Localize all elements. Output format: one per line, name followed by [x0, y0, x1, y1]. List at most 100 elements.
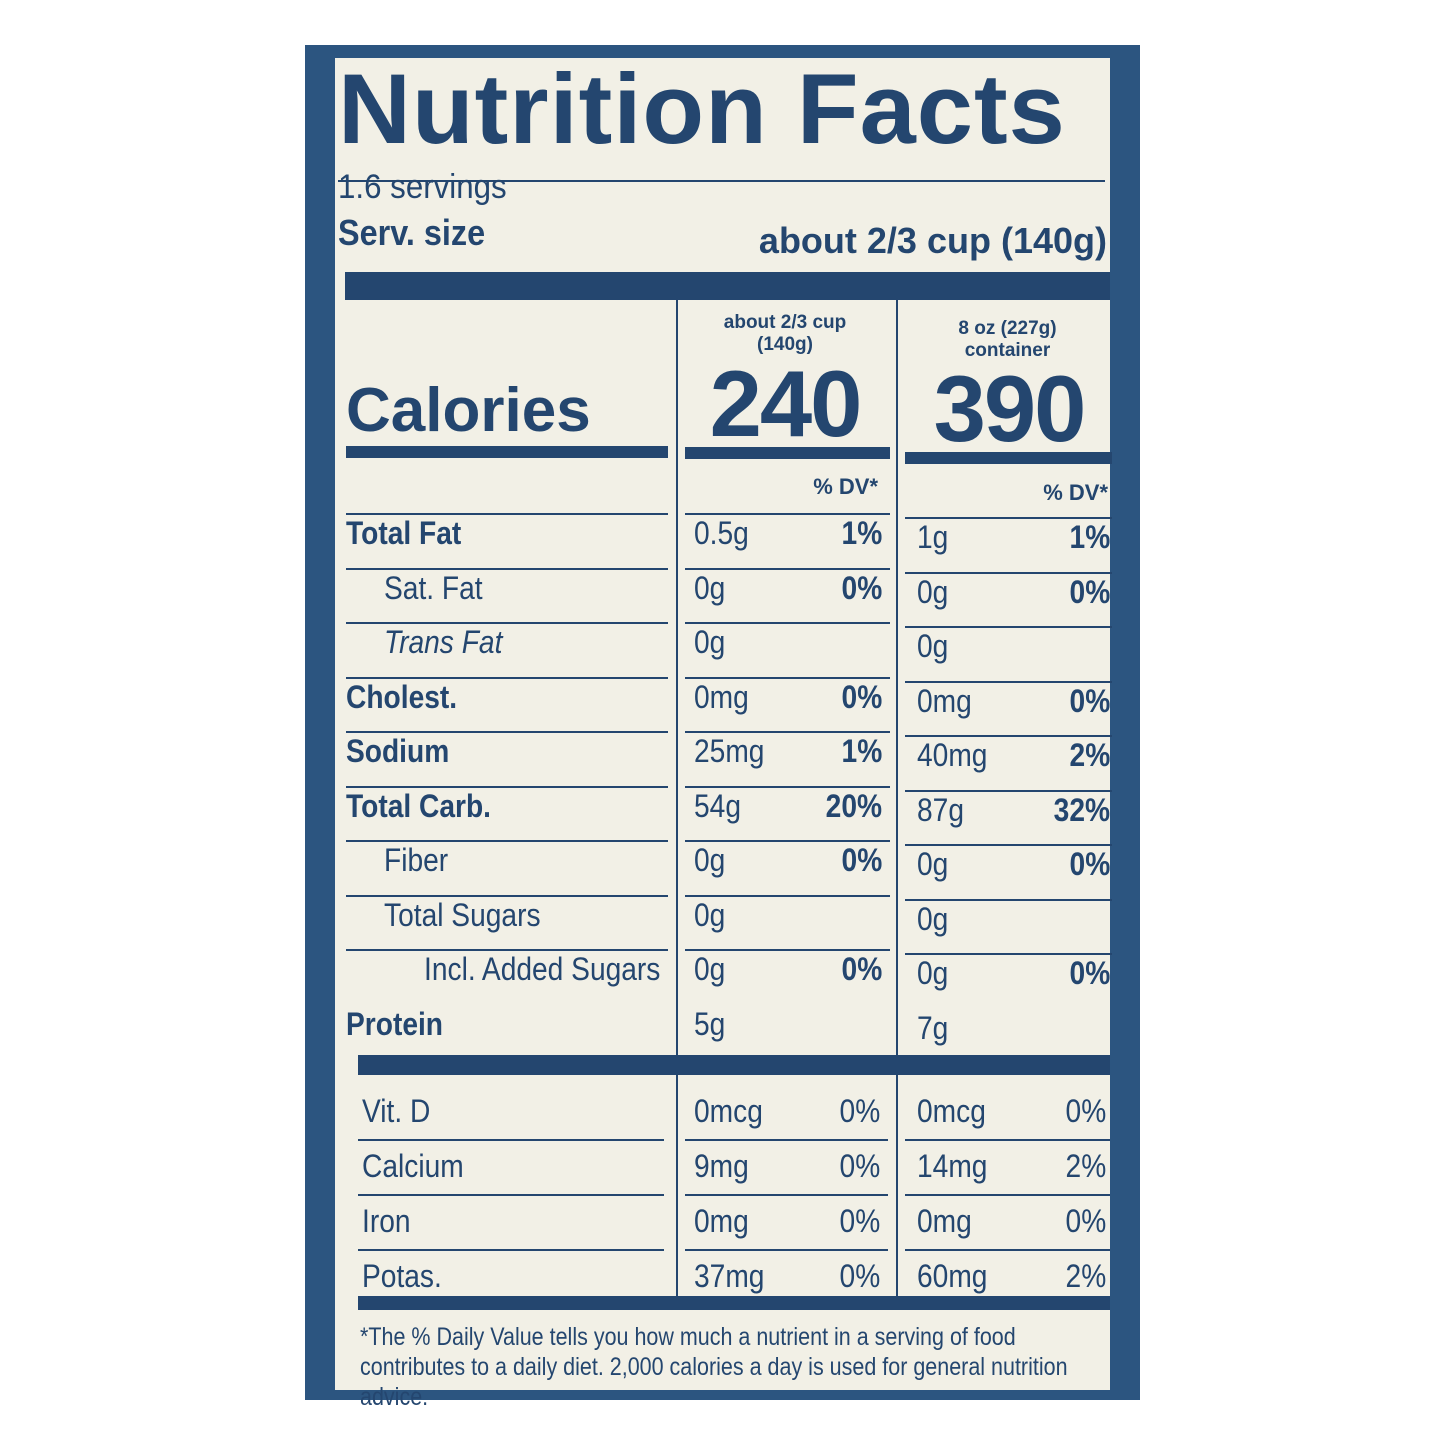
dv-per-container: 32%: [1053, 791, 1110, 828]
row-divider: [905, 626, 1112, 628]
amount-per-container: 0g: [917, 900, 949, 937]
calories-divider: [346, 446, 668, 458]
dv-header-2: % DV*: [1043, 480, 1108, 505]
nutrient-name: Sat. Fat: [384, 569, 483, 606]
title-rule: [338, 180, 1105, 182]
amount-per-serving: 0.5g: [694, 515, 749, 551]
amount-per-container: 0g: [917, 628, 949, 664]
column-2-header-line2: container: [964, 340, 1051, 361]
row-divider: [346, 785, 668, 788]
column-2-header: 8 oz (227g) container: [905, 318, 1110, 362]
dv-header-1: % DV*: [813, 474, 878, 499]
vitamin-amount-per-container: 0mcg: [917, 1093, 986, 1129]
thick-divider: [358, 1055, 1110, 1075]
row-divider: [358, 1139, 664, 1141]
column-1-header: about 2/3 cup (140g): [685, 312, 885, 356]
label-title: Nutrition Facts: [338, 53, 1066, 164]
nutrient-name: Trans Fat: [384, 624, 503, 660]
thick-divider: [358, 1296, 1110, 1310]
dv-per-container: 2%: [1069, 737, 1110, 773]
row-divider: [346, 949, 668, 951]
vitamin-name: Iron: [362, 1203, 411, 1239]
amount-per-serving: 0g: [694, 569, 726, 606]
dv-per-serving: 1%: [841, 733, 882, 769]
row-divider: [905, 735, 1112, 737]
row-divider: [685, 567, 890, 570]
row-divider: [685, 1139, 888, 1141]
row-divider: [358, 1249, 664, 1251]
dv-per-container: 0%: [1069, 682, 1110, 719]
dv-per-serving: 0%: [841, 951, 882, 987]
row-divider: [685, 840, 890, 842]
amount-per-container: 1g: [917, 519, 949, 555]
row-divider: [685, 1194, 888, 1196]
dv-per-container: 0%: [1069, 846, 1110, 882]
nutrient-name: Fiber: [384, 842, 449, 878]
amount-per-container: 7g: [917, 1009, 949, 1046]
servings-per-container: 1.6 servings: [338, 168, 507, 206]
row-divider: [905, 1139, 1110, 1141]
vitamin-dv-per-serving: 0%: [839, 1258, 880, 1294]
row-divider: [905, 571, 1112, 574]
amount-per-container: 87g: [917, 791, 964, 828]
row-divider: [905, 844, 1112, 846]
row-divider: [905, 898, 1112, 901]
row-divider: [905, 680, 1112, 683]
row-divider: [685, 513, 890, 515]
row-divider: [346, 731, 668, 733]
row-divider: [685, 1249, 888, 1251]
vitamin-dv-per-container: 0%: [1065, 1093, 1106, 1129]
row-divider: [346, 513, 668, 515]
dv-per-serving: 0%: [841, 842, 882, 878]
amount-per-container: 0g: [917, 846, 949, 882]
amount-per-serving: 54g: [694, 787, 741, 824]
serving-size-value: about 2/3 cup (140g): [758, 220, 1107, 261]
amount-per-container: 40mg: [917, 737, 988, 773]
row-divider: [346, 676, 668, 679]
calories-label: Calories: [346, 376, 591, 445]
nutrient-name: Total Carb.: [346, 787, 491, 824]
row-divider: [905, 1194, 1110, 1196]
vitamin-dv-per-serving: 0%: [839, 1203, 880, 1239]
amount-per-serving: 0mg: [694, 678, 749, 715]
nutrient-name: Sodium: [346, 733, 450, 769]
amount-per-serving: 25mg: [694, 733, 765, 769]
dv-per-container: 1%: [1069, 519, 1110, 555]
calories-divider: [685, 447, 890, 459]
amount-per-container: 0mg: [917, 682, 972, 719]
column-divider: [676, 300, 678, 1300]
amount-per-serving: 0g: [694, 951, 726, 987]
dv-per-serving: 20%: [825, 787, 882, 824]
vitamin-amount-per-container: 60mg: [917, 1258, 988, 1294]
amount-per-container: 0g: [917, 573, 949, 610]
dv-per-container: 0%: [1069, 955, 1110, 991]
serving-size-label: Serv. size: [338, 212, 486, 253]
vitamin-dv-per-container: 2%: [1065, 1148, 1106, 1184]
vitamin-amount-per-serving: 0mg: [694, 1203, 749, 1239]
row-divider: [685, 731, 890, 733]
row-divider: [346, 567, 668, 570]
column-2-header-line1: 8 oz (227g): [958, 318, 1057, 339]
amount-per-container: 0g: [917, 955, 949, 991]
vitamin-amount-per-container: 14mg: [917, 1148, 988, 1184]
vitamin-amount-per-serving: 37mg: [694, 1258, 765, 1294]
nutrient-name: Protein: [346, 1005, 444, 1042]
row-divider: [905, 953, 1112, 955]
column-divider: [896, 300, 898, 1300]
calories-per-container: 390: [933, 356, 1087, 461]
amount-per-serving: 0g: [694, 896, 726, 933]
column-1-header-line2: (140g): [757, 334, 813, 355]
row-divider: [358, 1194, 664, 1196]
amount-per-serving: 5g: [694, 1005, 726, 1042]
vitamin-amount-per-serving: 9mg: [694, 1148, 749, 1184]
thick-divider: [345, 272, 1110, 300]
row-divider: [905, 517, 1112, 519]
vitamin-name: Vit. D: [362, 1093, 431, 1129]
row-divider: [346, 622, 668, 624]
dv-per-serving: 0%: [841, 678, 882, 715]
row-divider: [685, 894, 890, 897]
nutrient-name: Incl. Added Sugars: [424, 951, 661, 987]
vitamin-name: Potas.: [362, 1258, 442, 1294]
vitamin-dv-per-container: 2%: [1065, 1258, 1106, 1294]
row-divider: [346, 840, 668, 842]
